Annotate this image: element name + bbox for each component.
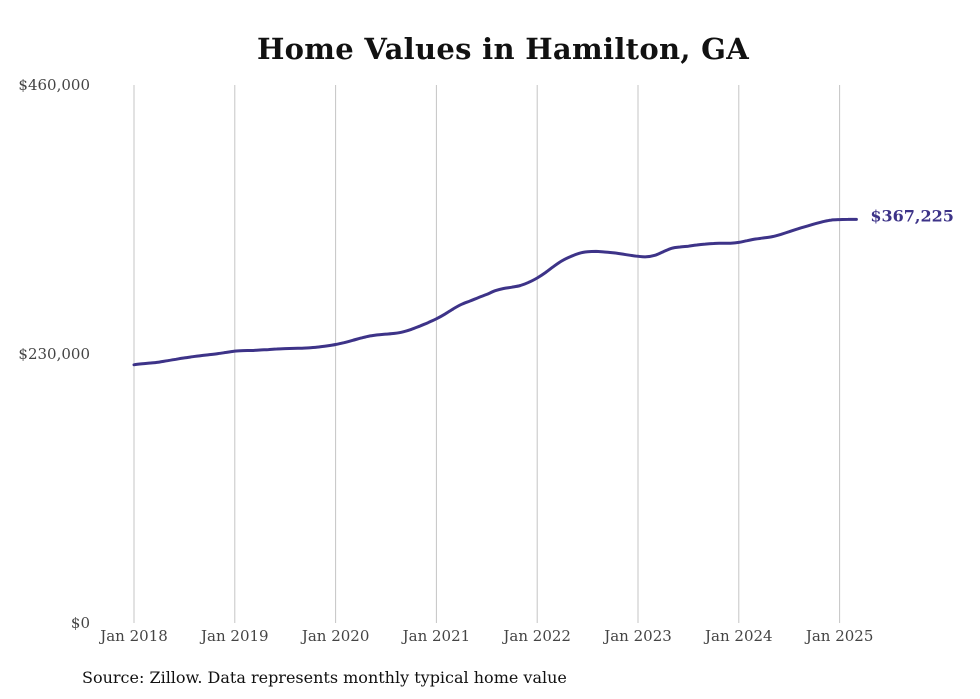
y-tick-label: $230,000 bbox=[18, 345, 90, 363]
y-tick-label: $460,000 bbox=[18, 76, 90, 94]
chart-title: Home Values in Hamilton, GA bbox=[256, 32, 750, 66]
y-axis-ticks: $0 $230,000 $460,000 bbox=[18, 76, 90, 632]
end-value-label: $367,225 bbox=[870, 206, 954, 225]
x-tick-label: Jan 2020 bbox=[300, 627, 370, 645]
x-tick-label: Jan 2021 bbox=[401, 627, 471, 645]
x-tick-label: Jan 2022 bbox=[501, 627, 571, 645]
gridlines bbox=[133, 85, 841, 623]
x-tick-label: Jan 2025 bbox=[804, 627, 874, 645]
y-tick-label: $0 bbox=[71, 614, 90, 632]
x-tick-label: Jan 2023 bbox=[602, 627, 672, 645]
series-line-home-value bbox=[132, 217, 858, 367]
x-tick-label: Jan 2024 bbox=[703, 627, 773, 645]
x-tick-label: Jan 2018 bbox=[98, 627, 168, 645]
x-axis-ticks: Jan 2018 Jan 2019 Jan 2020 Jan 2021 Jan 2022… bbox=[98, 627, 873, 645]
chart-source-note: Source: Zillow. Data represents monthly … bbox=[82, 668, 567, 687]
x-tick-label: Jan 2019 bbox=[199, 627, 269, 645]
